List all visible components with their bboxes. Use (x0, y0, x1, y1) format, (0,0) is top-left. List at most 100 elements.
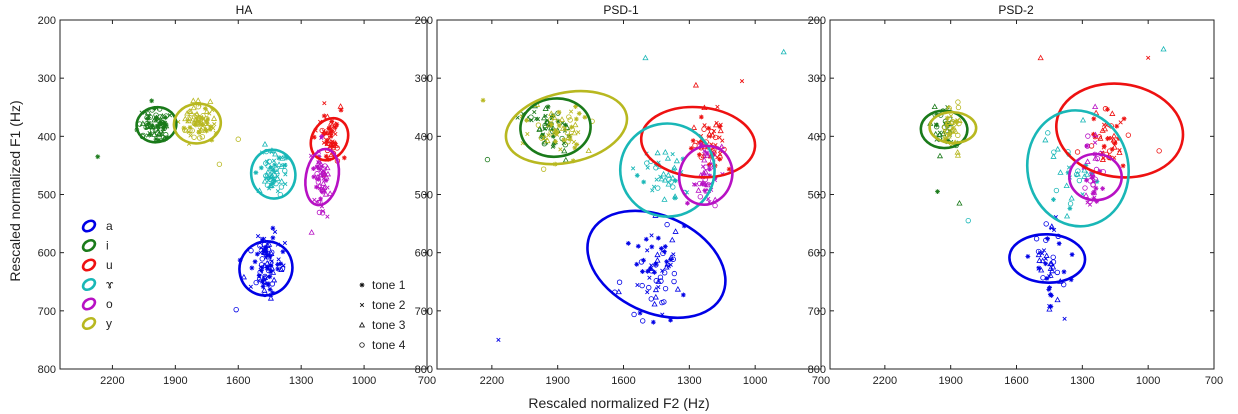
data-point (1037, 250, 1043, 255)
data-point (1084, 171, 1091, 177)
data-point (695, 187, 702, 193)
data-point (1047, 285, 1052, 291)
data-point (658, 174, 663, 179)
data-point (191, 120, 198, 127)
confidence-ellipse-a (238, 240, 294, 297)
data-point (268, 165, 274, 171)
data-point (690, 124, 698, 130)
confidence-ellipse-i (135, 105, 178, 144)
data-point (259, 279, 265, 285)
data-point (704, 150, 710, 156)
data-point (1114, 123, 1120, 129)
data-point (1084, 158, 1091, 164)
x-tick-label: 1000 (743, 375, 767, 387)
data-point (260, 284, 266, 289)
data-point (190, 97, 197, 104)
data-point (260, 246, 267, 253)
x-tick-label: 1300 (289, 375, 313, 387)
data-point (558, 147, 563, 152)
data-point (252, 259, 258, 265)
data-point (1105, 136, 1111, 142)
data-point (276, 155, 282, 161)
data-point (1062, 316, 1067, 321)
data-point (670, 184, 676, 190)
data-point (664, 259, 670, 265)
data-point (635, 243, 641, 249)
data-point (203, 108, 211, 114)
y-tick-label: 600 (38, 248, 56, 260)
data-point (1074, 149, 1081, 155)
data-point (326, 137, 333, 143)
x-tick-label: 700 (812, 375, 830, 387)
data-point (936, 131, 943, 138)
data-point (671, 270, 678, 277)
data-point (311, 166, 316, 172)
data-point (558, 116, 566, 122)
data-point (253, 170, 259, 176)
y-tick-label: 400 (38, 131, 56, 143)
confidence-ellipse-gamma (618, 122, 716, 218)
y-tick-label: 700 (808, 306, 826, 318)
data-point (256, 274, 262, 279)
data-point (956, 200, 963, 206)
data-point (544, 137, 551, 144)
data-point (673, 157, 680, 164)
data-point (550, 144, 555, 149)
data-point (1116, 136, 1122, 142)
data-point (253, 279, 259, 286)
legend-label: tone 1 (372, 278, 406, 292)
data-point (707, 166, 712, 172)
data-point (1094, 156, 1101, 162)
data-point (1050, 263, 1057, 270)
data-point (338, 107, 344, 113)
data-point (1049, 267, 1056, 274)
data-point (144, 122, 151, 128)
data-point (1099, 127, 1106, 133)
data-point (655, 185, 661, 191)
data-point (660, 250, 666, 257)
figure-xlabel: Rescaled normalized F2 (Hz) (528, 395, 709, 411)
data-point (572, 121, 579, 128)
legend-ellipse-icon (81, 219, 97, 233)
data-point (540, 132, 546, 138)
legend-ellipse-icon (81, 297, 97, 311)
data-point (1102, 122, 1107, 127)
data-point (1100, 186, 1106, 191)
data-point (943, 133, 949, 140)
data-point (706, 131, 713, 137)
data-point (315, 176, 320, 181)
data-point (319, 135, 324, 140)
data-point (562, 156, 569, 163)
legend-label: tone 4 (372, 338, 406, 352)
data-point (653, 262, 659, 268)
data-point (202, 106, 208, 111)
data-point (948, 128, 954, 135)
x-tick-label: 1600 (226, 375, 250, 387)
legend-marker-star (359, 282, 365, 288)
data-point (556, 123, 562, 129)
data-point (540, 166, 547, 172)
legend-label: tone 3 (372, 318, 406, 332)
data-point (261, 141, 269, 147)
data-point (1067, 206, 1073, 211)
data-point (282, 162, 288, 168)
data-point (333, 131, 338, 137)
data-point (645, 290, 650, 295)
data-point (1051, 197, 1056, 202)
data-point (325, 214, 330, 219)
data-point (317, 186, 322, 191)
data-point (320, 171, 327, 178)
data-point (945, 132, 952, 139)
data-point (330, 143, 335, 149)
y-tick-label: 400 (415, 131, 433, 143)
data-point (1035, 251, 1042, 258)
data-point (254, 251, 260, 257)
data-point (328, 133, 334, 139)
data-point (1092, 131, 1099, 138)
data-point (151, 131, 158, 137)
data-point (323, 178, 329, 183)
x-tick-label: 1900 (545, 375, 569, 387)
data-point (316, 154, 322, 159)
data-point (955, 132, 961, 139)
data-point (185, 119, 190, 124)
